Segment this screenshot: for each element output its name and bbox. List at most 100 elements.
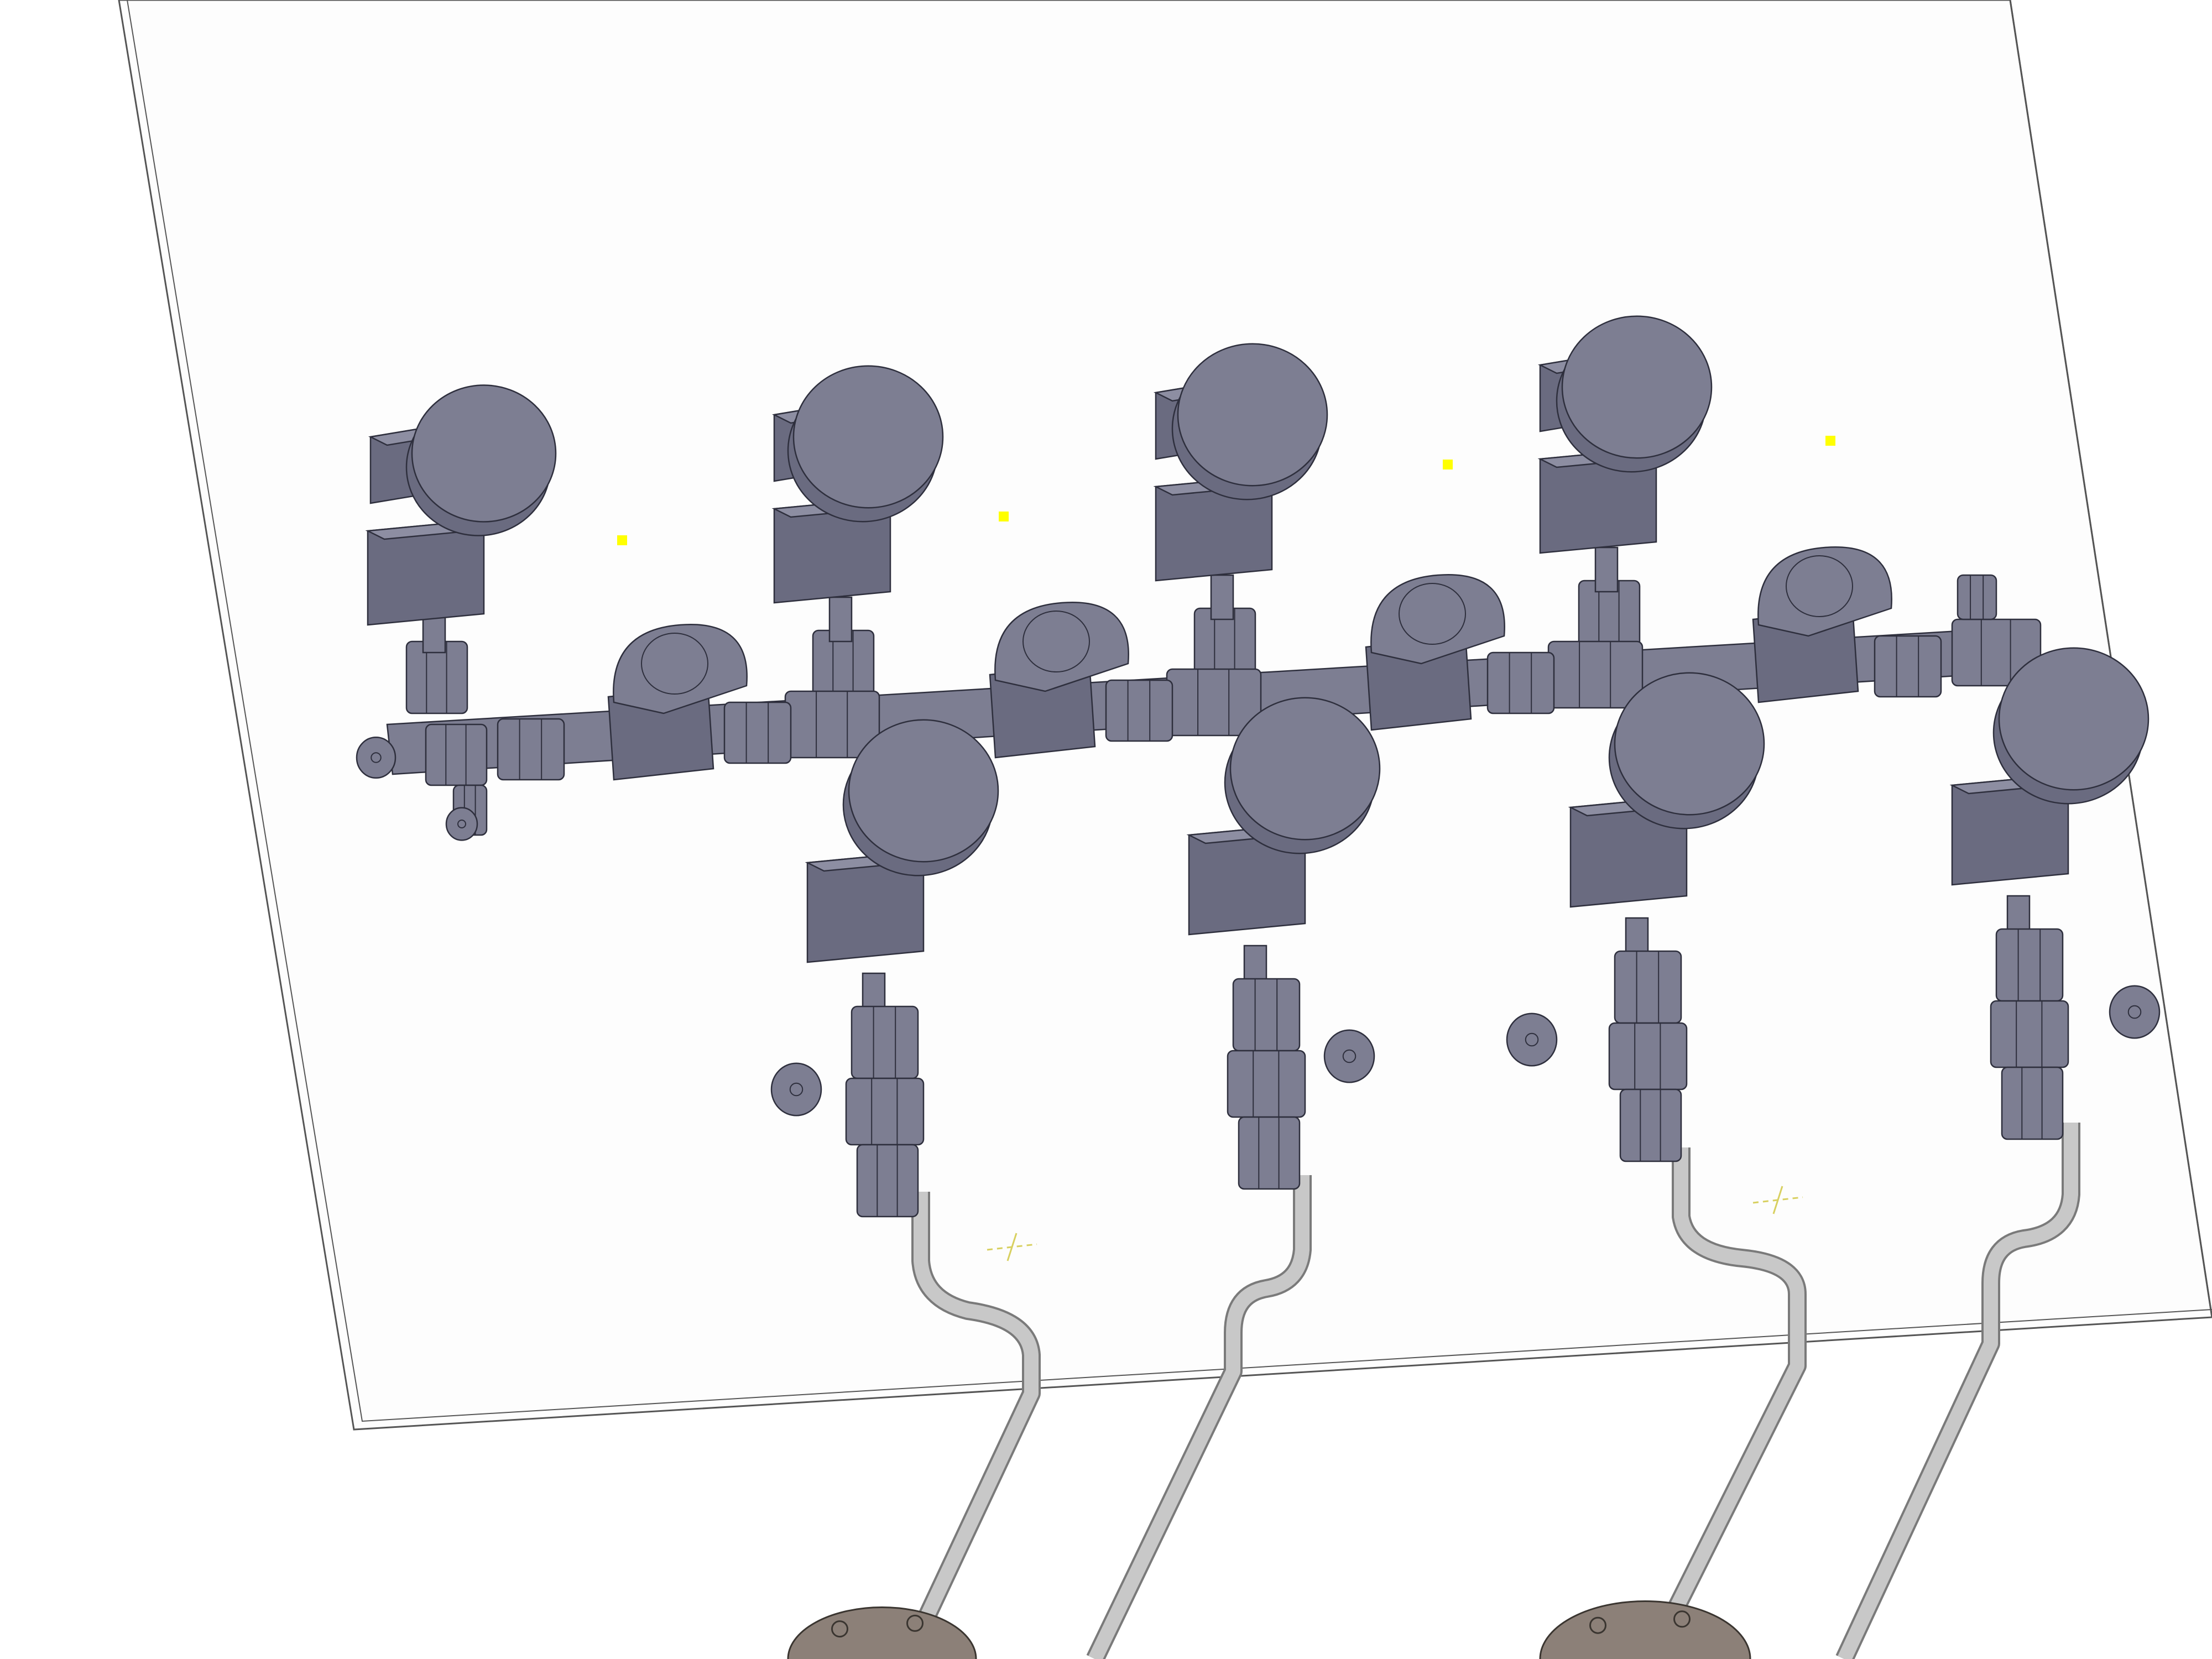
handwheel-face: [411, 384, 557, 523]
nut-body: [856, 1144, 919, 1218]
union-nut[interactable]: [1105, 679, 1173, 742]
port-face: [356, 737, 397, 779]
union-nut[interactable]: [1874, 635, 1942, 698]
nut-body: [1995, 928, 2064, 1002]
panel-edge: [127, 0, 2212, 1422]
ball-valve-3[interactable]: [1365, 573, 1505, 731]
tee-fitting[interactable]: [1608, 1022, 1688, 1091]
ball-valve-1[interactable]: [607, 623, 748, 781]
axis-marker: [1752, 1186, 1803, 1214]
flange[interactable]: [1539, 1600, 1751, 1659]
nut-body: [1614, 950, 1682, 1024]
point-marker: [1443, 460, 1453, 469]
bent-tube[interactable]: [1088, 1175, 1310, 1659]
cross-fitting[interactable]: [1547, 640, 1644, 709]
bent-tube[interactable]: [1644, 1147, 1804, 1659]
nut-body: [1608, 1022, 1688, 1091]
union-nut[interactable]: [497, 718, 565, 781]
handwheel-4[interactable]: [1556, 315, 1713, 473]
port-hole: [457, 820, 466, 828]
handwheel-3[interactable]: [1171, 343, 1328, 500]
compression-nut[interactable]: [1238, 1116, 1301, 1190]
nut-body: [1951, 618, 2042, 687]
compression-nut[interactable]: [1619, 1088, 1682, 1162]
nut-body: [1227, 1050, 1306, 1118]
handwheel-7[interactable]: [1608, 672, 1765, 830]
compression-nut[interactable]: [851, 1005, 919, 1079]
handwheel-face: [1561, 315, 1713, 459]
tee-fitting[interactable]: [1990, 1000, 2069, 1068]
port-face: [445, 807, 478, 841]
bent-tube[interactable]: [1838, 1123, 2078, 1659]
quick-connect[interactable]: [1957, 574, 1997, 620]
ball-valve-cap: [641, 633, 708, 695]
axis-tick: [1772, 1186, 1783, 1214]
handwheel-6[interactable]: [1224, 697, 1381, 854]
compression-nut[interactable]: [1995, 928, 2064, 1002]
valve-stem: [828, 596, 853, 643]
nut-body: [1619, 1088, 1682, 1162]
port-hole: [1525, 1032, 1539, 1047]
valve-stem: [1594, 546, 1619, 593]
valve-stem: [1210, 574, 1234, 620]
bolt-hole: [1673, 1610, 1691, 1628]
tube-routing[interactable]: [898, 1123, 2080, 1659]
point-marker: [999, 512, 1009, 521]
port-face: [1506, 1013, 1558, 1067]
nut-body: [1990, 1000, 2069, 1068]
port-hole: [789, 1082, 804, 1097]
bent-tube[interactable]: [900, 1192, 1039, 1659]
port-face: [770, 1062, 822, 1117]
bolt-hole: [1589, 1616, 1606, 1634]
ball-valve-2[interactable]: [989, 601, 1129, 759]
handwheel-2[interactable]: [787, 365, 944, 523]
compression-nut[interactable]: [1232, 978, 1301, 1052]
compression-nut[interactable]: [1578, 580, 1641, 654]
side-port[interactable]: [356, 737, 397, 779]
tee-fitting[interactable]: [845, 1077, 925, 1146]
side-port[interactable]: [2109, 985, 2161, 1039]
union-nut[interactable]: [723, 701, 792, 764]
end-tee[interactable]: [1951, 618, 2042, 687]
valve-assemblies[interactable]: [356, 315, 2161, 1218]
handwheel-face: [1229, 697, 1381, 841]
handwheel-face: [848, 719, 999, 863]
end-tee[interactable]: [425, 723, 488, 786]
side-port[interactable]: [770, 1062, 822, 1117]
nut-body: [1238, 1116, 1301, 1190]
handwheel-face: [1177, 343, 1328, 487]
axis-tick: [1006, 1233, 1018, 1261]
nut-body: [1957, 574, 1997, 620]
handwheel-face: [1614, 672, 1765, 816]
ball-valve-cap: [1786, 555, 1853, 617]
handwheel-face: [1998, 647, 2150, 791]
nut-body: [1874, 635, 1942, 698]
compression-nut[interactable]: [856, 1144, 919, 1218]
handwheel-8[interactable]: [1992, 647, 2150, 805]
marker-group: [617, 436, 1835, 1261]
nut-body: [497, 718, 565, 781]
handwheel-1[interactable]: [405, 384, 557, 536]
point-marker: [1825, 436, 1835, 446]
ball-valve-cap: [1022, 611, 1090, 672]
nut-body: [1547, 640, 1644, 709]
point-marker: [617, 535, 627, 545]
side-port[interactable]: [445, 807, 478, 841]
ball-valve-4[interactable]: [1752, 546, 1892, 703]
compression-nut[interactable]: [2001, 1066, 2064, 1140]
nut-body: [723, 701, 792, 764]
side-port[interactable]: [1506, 1013, 1558, 1067]
ball-valve-cap: [1399, 583, 1466, 645]
nut-body: [2001, 1066, 2064, 1140]
flange[interactable]: [787, 1606, 977, 1659]
side-port[interactable]: [1323, 1029, 1375, 1083]
compression-nut[interactable]: [1614, 950, 1682, 1024]
tee-fitting[interactable]: [1227, 1050, 1306, 1118]
port-hole: [1342, 1049, 1357, 1063]
cross-fitting[interactable]: [1166, 668, 1262, 737]
union-nut[interactable]: [1486, 651, 1555, 714]
handwheel-5[interactable]: [842, 719, 999, 877]
flange-group[interactable]: [787, 1600, 1751, 1659]
